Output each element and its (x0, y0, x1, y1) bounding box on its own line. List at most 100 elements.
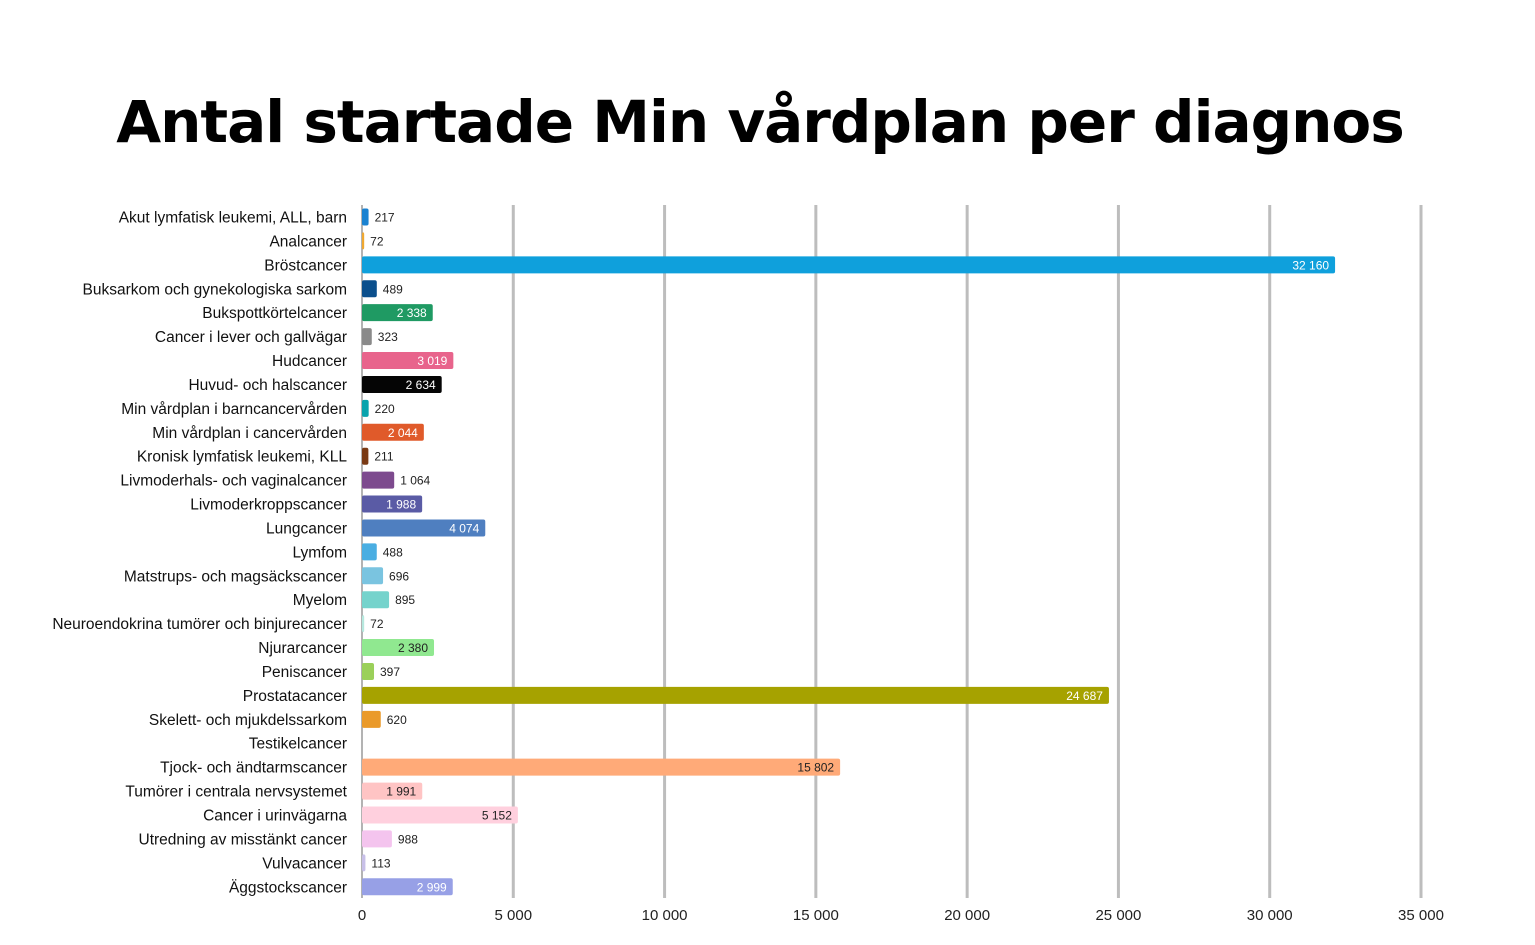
category-label: Tumörer i centrala nervsystemet (125, 784, 347, 801)
category-label: Bukspottkörtelcancer (202, 305, 347, 322)
value-label: 15 802 (797, 761, 834, 775)
category-label: Analcancer (269, 233, 347, 250)
value-label: 988 (398, 832, 418, 846)
x-tick-label: 5 000 (495, 907, 533, 924)
category-label: Lungcancer (266, 520, 347, 537)
value-label: 113 (371, 856, 390, 870)
value-label: 32 160 (1292, 258, 1329, 272)
category-label: Utredning av misstänkt cancer (139, 831, 347, 848)
bar (362, 232, 365, 250)
bar (362, 423, 424, 441)
category-label: Matstrups- och magsäckscancer (124, 568, 347, 585)
category-label: Vulvacancer (262, 855, 347, 872)
bar (362, 471, 395, 489)
category-label: Akut lymfatisk leukemi, ALL, barn (119, 210, 347, 227)
x-tick-label: 0 (358, 907, 366, 924)
bar (362, 686, 1109, 704)
category-label: Skelett- och mjukdelssarkom (149, 712, 347, 729)
grid-lines (361, 205, 1423, 898)
value-label: 1 064 (400, 474, 430, 488)
value-label: 211 (374, 450, 393, 464)
bar (362, 806, 518, 824)
category-label: Prostatacancer (243, 688, 347, 705)
category-label: Äggstockscancer (229, 879, 347, 896)
chart-title: Antal startade Min vårdplan per diagnos (116, 88, 1405, 156)
x-tick-label: 15 000 (793, 907, 839, 924)
value-label: 72 (370, 617, 384, 631)
category-label: Njurarcancer (258, 640, 347, 657)
value-label: 488 (383, 545, 403, 559)
value-label: 2 338 (397, 306, 427, 320)
bar (362, 830, 392, 848)
bar (362, 782, 423, 800)
x-tick-label: 30 000 (1247, 907, 1293, 924)
category-label: Hudcancer (272, 353, 347, 370)
value-label: 2 634 (406, 378, 436, 392)
bar (362, 280, 377, 298)
value-label: 3 019 (417, 354, 447, 368)
bar (362, 208, 369, 226)
x-tick-label: 20 000 (944, 907, 990, 924)
bar (362, 447, 369, 465)
bars (362, 208, 1336, 896)
value-label: 397 (380, 665, 400, 679)
bar (362, 710, 381, 728)
x-tick-label: 10 000 (642, 907, 688, 924)
value-label: 696 (389, 569, 409, 583)
bar (362, 495, 423, 513)
category-label: Tjock- och ändtarmscancer (160, 760, 347, 777)
bar (362, 304, 433, 322)
category-label: Kronisk lymfatisk leukemi, KLL (137, 449, 348, 466)
category-label: Cancer i lever och gallvägar (155, 329, 347, 346)
x-tick-label: 35 000 (1398, 907, 1444, 924)
category-label: Myelom (293, 592, 347, 609)
category-label: Neuroendokrina tumörer och binjurecancer (52, 616, 347, 633)
bar (362, 375, 442, 393)
bar (362, 352, 454, 370)
value-label: 220 (375, 402, 395, 416)
value-label: 2 999 (417, 880, 447, 894)
bar (362, 615, 365, 633)
value-label: 24 687 (1066, 689, 1103, 703)
category-label: Huvud- och halscancer (188, 377, 347, 394)
bar (362, 662, 375, 680)
category-label: Buksarkom och gynekologiska sarkom (83, 281, 347, 298)
value-label: 323 (378, 330, 398, 344)
bar (362, 591, 390, 609)
value-label: 1 988 (386, 498, 416, 512)
category-label: Min vårdplan i barncancervården (121, 401, 347, 418)
bar (362, 567, 384, 585)
bar (362, 328, 372, 346)
value-label: 489 (383, 282, 403, 296)
value-label: 217 (375, 211, 395, 225)
bar (362, 519, 486, 537)
bar (362, 543, 377, 561)
category-label: Livmoderhals- och vaginalcancer (120, 473, 347, 490)
value-label: 4 074 (449, 521, 479, 535)
value-label: 1 991 (386, 785, 416, 799)
bar (362, 854, 366, 872)
bar (362, 758, 841, 776)
value-label: 620 (387, 713, 407, 727)
value-label: 895 (395, 593, 415, 607)
category-labels: Akut lymfatisk leukemi, ALL, barn Analcan… (52, 210, 347, 897)
bar (362, 399, 369, 417)
category-label: Lymfom (292, 544, 347, 561)
x-tick-label: 25 000 (1095, 907, 1141, 924)
category-label: Livmoderkroppscancer (190, 497, 347, 514)
category-label: Bröstcancer (264, 257, 347, 274)
x-axis-tick-labels: 0 5 000 10 000 15 000 20 000 25 000 30 000 35 0… (358, 907, 1444, 924)
bar (362, 639, 435, 657)
value-label: 5 152 (482, 809, 512, 823)
value-label: 2 380 (398, 641, 428, 655)
bar (362, 878, 453, 896)
value-label: 72 (370, 234, 384, 248)
value-labels: 217 72 32 160 489 2 338 323 3 019 2 634 220 2 044… (370, 211, 1329, 895)
category-label: Peniscancer (262, 664, 347, 681)
category-label: Min vårdplan i cancervården (152, 425, 347, 442)
category-label: Cancer i urinvägarna (203, 808, 347, 825)
category-label: Testikelcancer (249, 736, 347, 753)
value-label: 2 044 (388, 426, 418, 440)
bar (362, 256, 1336, 274)
